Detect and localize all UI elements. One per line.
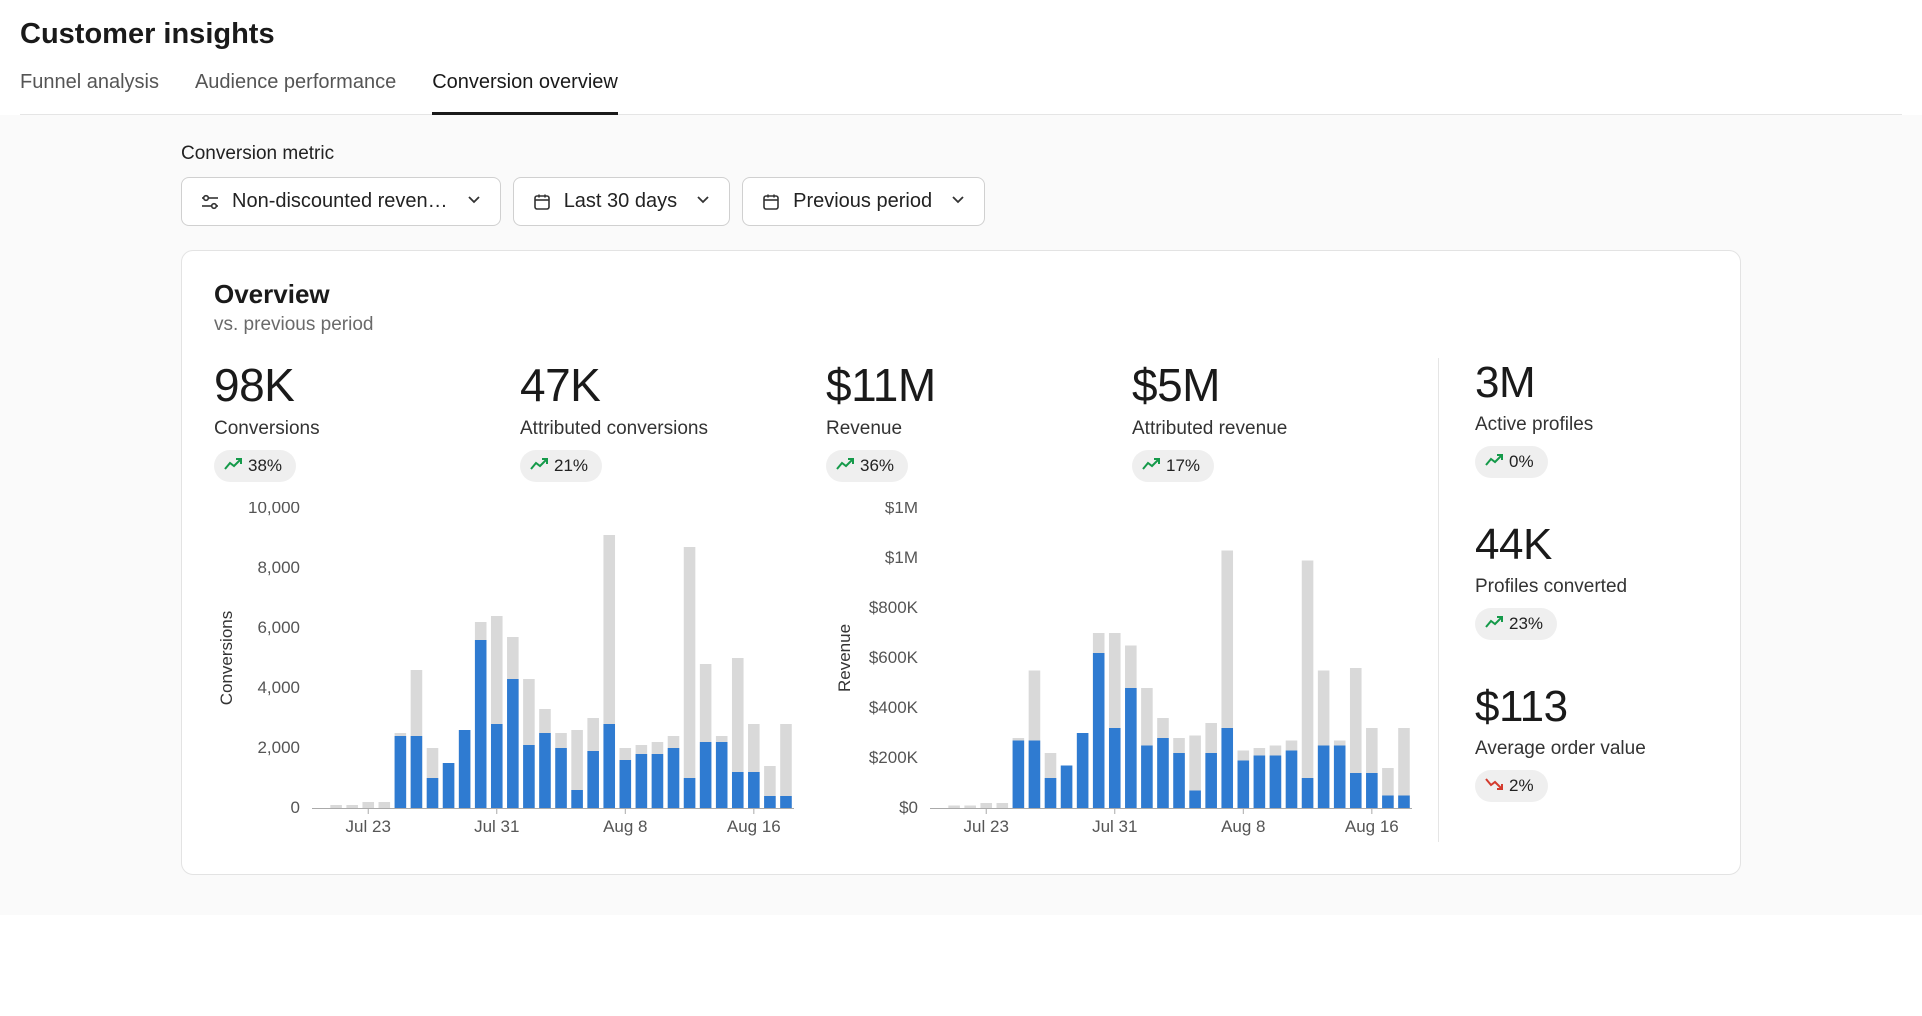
trend-up-icon: [530, 456, 548, 476]
calendar-icon: [761, 192, 781, 212]
svg-text:Jul 31: Jul 31: [1092, 817, 1137, 836]
trend-up-icon: [836, 456, 854, 476]
trend-badge: 23%: [1475, 608, 1557, 640]
tab-funnel-analysis[interactable]: Funnel analysis: [20, 71, 159, 115]
trend-up-icon: [224, 456, 242, 476]
metric-attributed-revenue: $5M Attributed revenue 17%: [1132, 358, 1438, 482]
metric-conversions: 98K Conversions 38%: [214, 358, 520, 482]
conversions-chart: 10,000 8,000 6,000 4,000 2,000 0 Conversions Ju…: [214, 502, 820, 842]
trend-value: 17%: [1166, 456, 1200, 476]
metric-label: Conversions: [214, 418, 520, 440]
comparison-dropdown[interactable]: Previous period: [742, 177, 985, 226]
svg-text:6,000: 6,000: [257, 618, 300, 637]
metric-value: 47K: [520, 358, 826, 412]
comparison-label: Previous period: [793, 190, 932, 213]
svg-text:Aug 8: Aug 8: [1221, 817, 1265, 836]
trend-down-icon: [1485, 776, 1503, 796]
svg-text:$800K: $800K: [869, 598, 919, 617]
chevron-down-icon: [466, 190, 482, 213]
svg-text:8,000: 8,000: [257, 558, 300, 577]
svg-text:10,000: 10,000: [248, 502, 300, 517]
svg-text:$400K: $400K: [869, 698, 919, 717]
date-range-label: Last 30 days: [564, 190, 677, 213]
page-title: Customer insights: [20, 18, 1902, 51]
trend-badge: 36%: [826, 450, 908, 482]
svg-text:Jul 23: Jul 23: [346, 817, 391, 836]
trend-badge: 0%: [1475, 446, 1548, 478]
trend-value: 38%: [248, 456, 282, 476]
trend-value: 36%: [860, 456, 894, 476]
metric-value: $11M: [826, 358, 1132, 412]
svg-text:$1M: $1M: [885, 548, 918, 567]
trend-value: 23%: [1509, 614, 1543, 634]
sliders-icon: [200, 192, 220, 212]
card-title: Overview: [214, 279, 1708, 310]
trend-badge: 38%: [214, 450, 296, 482]
trend-badge: 2%: [1475, 770, 1548, 802]
svg-text:Conversions: Conversions: [217, 611, 236, 706]
trend-up-icon: [1485, 452, 1503, 472]
conversions-chart-svg: 10,000 8,000 6,000 4,000 2,000 0 Conversions Ju…: [214, 502, 804, 842]
metric-value: 44K: [1475, 520, 1708, 570]
metrics-row: 98K Conversions 38% 47K Attribute: [214, 358, 1438, 482]
chevron-down-icon: [695, 190, 711, 213]
svg-text:Aug 16: Aug 16: [1345, 817, 1399, 836]
metric-label: Profiles converted: [1475, 576, 1708, 598]
trend-badge: 21%: [520, 450, 602, 482]
metric-dropdown-label: Non-discounted reven…: [232, 190, 448, 213]
filters-label: Conversion metric: [181, 143, 1741, 165]
card-subtitle: vs. previous period: [214, 314, 1708, 336]
tabs: Funnel analysis Audience performance Con…: [20, 71, 1902, 115]
metric-revenue: $11M Revenue 36%: [826, 358, 1132, 482]
tab-audience-performance[interactable]: Audience performance: [195, 71, 396, 115]
metric-avg-order-value: $113 Average order value 2%: [1475, 682, 1708, 802]
metric-dropdown[interactable]: Non-discounted reven…: [181, 177, 501, 226]
metric-attributed-conversions: 47K Attributed conversions 21%: [520, 358, 826, 482]
metric-label: Attributed conversions: [520, 418, 826, 440]
calendar-icon: [532, 192, 552, 212]
metric-label: Revenue: [826, 418, 1132, 440]
svg-text:2,000: 2,000: [257, 738, 300, 757]
metric-label: Attributed revenue: [1132, 418, 1438, 440]
trend-value: 21%: [554, 456, 588, 476]
trend-up-icon: [1142, 456, 1160, 476]
svg-text:Aug 8: Aug 8: [603, 817, 647, 836]
metric-value: 98K: [214, 358, 520, 412]
svg-text:$0: $0: [899, 798, 918, 817]
trend-badge: 17%: [1132, 450, 1214, 482]
chevron-down-icon: [950, 190, 966, 213]
svg-text:$200K: $200K: [869, 748, 919, 767]
metric-active-profiles: 3M Active profiles 0%: [1475, 358, 1708, 478]
svg-text:Jul 31: Jul 31: [474, 817, 519, 836]
svg-text:$600K: $600K: [869, 648, 919, 667]
tab-conversion-overview[interactable]: Conversion overview: [432, 71, 618, 115]
trend-up-icon: [1485, 614, 1503, 634]
svg-text:$1M: $1M: [885, 502, 918, 517]
side-metrics: 3M Active profiles 0% 44K Profiles conve…: [1438, 358, 1708, 842]
revenue-chart-svg: $1M $1M $800K $600K $400K $200K $0 Revenue Jul 2…: [832, 502, 1422, 842]
date-range-dropdown[interactable]: Last 30 days: [513, 177, 730, 226]
svg-text:Jul 23: Jul 23: [964, 817, 1009, 836]
trend-value: 0%: [1509, 452, 1534, 472]
metric-value: $5M: [1132, 358, 1438, 412]
metric-label: Average order value: [1475, 738, 1708, 760]
svg-text:Aug 16: Aug 16: [727, 817, 781, 836]
metric-value: $113: [1475, 682, 1708, 732]
svg-text:0: 0: [291, 798, 300, 817]
filters-row: Non-discounted reven… Last 30 days: [181, 177, 1741, 226]
svg-text:4,000: 4,000: [257, 678, 300, 697]
metric-label: Active profiles: [1475, 414, 1708, 436]
metric-profiles-converted: 44K Profiles converted 23%: [1475, 520, 1708, 640]
trend-value: 2%: [1509, 776, 1534, 796]
overview-card: Overview vs. previous period 98K Convers…: [181, 250, 1741, 875]
revenue-chart: $1M $1M $800K $600K $400K $200K $0 Revenue Jul 2…: [832, 502, 1438, 842]
svg-text:Revenue: Revenue: [835, 624, 854, 692]
metric-value: 3M: [1475, 358, 1708, 408]
